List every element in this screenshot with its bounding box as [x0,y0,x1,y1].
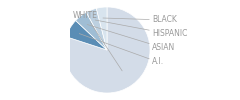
Text: A.I.: A.I. [79,34,164,66]
Text: ASIAN: ASIAN [87,24,175,52]
Wedge shape [96,7,107,50]
Wedge shape [64,7,150,93]
Text: BLACK: BLACK [103,16,177,24]
Wedge shape [76,12,107,50]
Wedge shape [86,8,107,50]
Text: WHITE: WHITE [73,10,122,71]
Text: HISPANIC: HISPANIC [95,20,187,38]
Wedge shape [66,21,107,50]
